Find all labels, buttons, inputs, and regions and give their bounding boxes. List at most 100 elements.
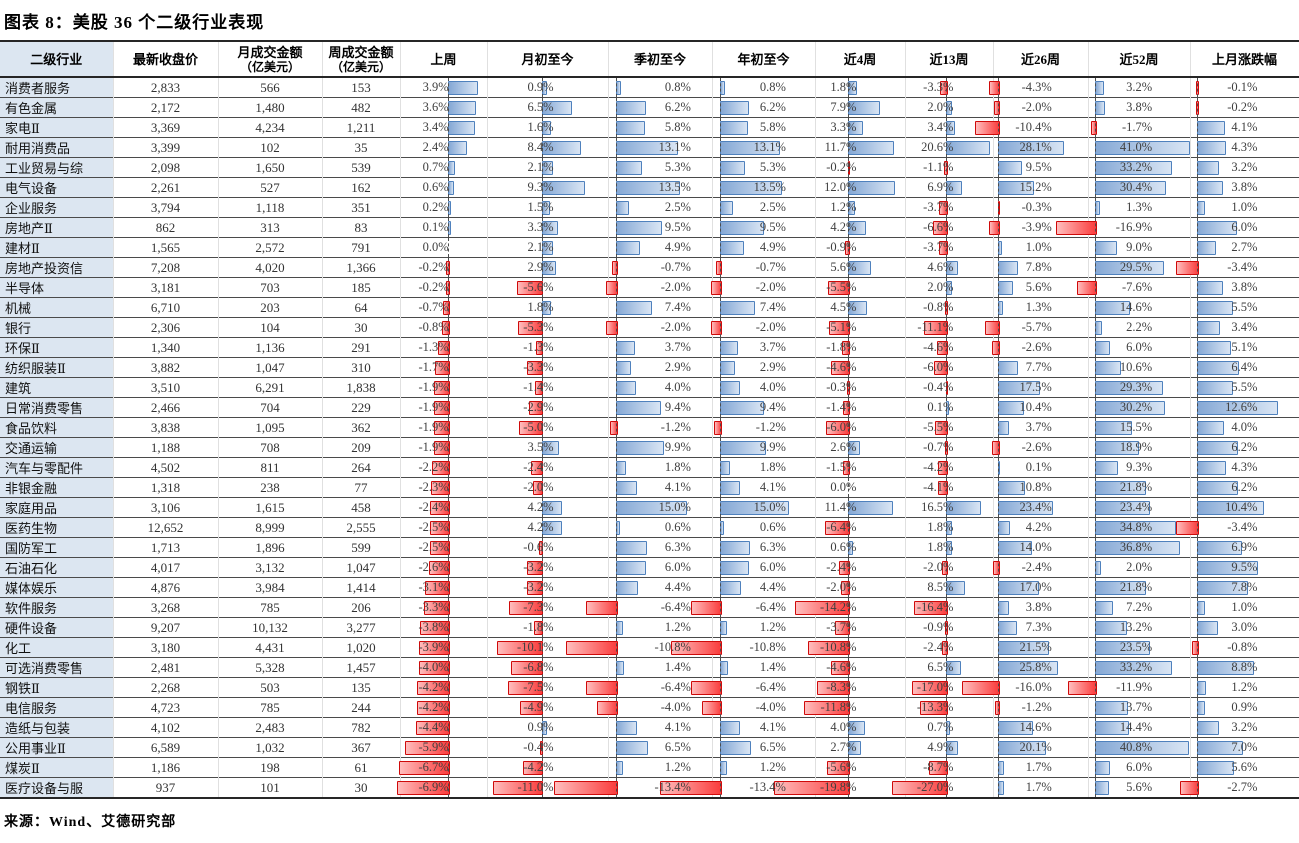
pct-value: -0.1%	[1227, 80, 1258, 94]
pct-cell-w4: -5.6%	[815, 757, 906, 778]
positive-data-bar	[998, 361, 1018, 375]
industry-cell: 汽车与零配件	[0, 457, 114, 478]
axis-line	[848, 658, 850, 677]
close-cell: 3,106	[113, 497, 219, 518]
close-cell: 6,589	[113, 737, 219, 758]
pct-value: -0.7%	[418, 300, 449, 314]
industry-cell: 硬件设备	[0, 617, 114, 638]
positive-data-bar	[1196, 301, 1234, 315]
pct-value: 8.5%	[927, 580, 954, 594]
axis-line	[447, 338, 449, 357]
axis-line	[1196, 658, 1198, 677]
table-row: 机械 6,710 203 64 -0.7% 1.8% 7.4% 7.4% 4.5% -0.8% 1.…	[0, 297, 1299, 318]
month-vol-cell: 101	[218, 777, 323, 798]
pct-cell-w52: 2.2%	[1088, 317, 1191, 338]
axis-line	[848, 318, 850, 337]
pct-value: 4.0%	[1231, 420, 1258, 434]
pct-cell-w26: 1.0%	[993, 237, 1089, 258]
axis-line	[719, 498, 721, 517]
pct-cell-last_week: -0.7%	[400, 297, 488, 318]
axis-line	[1196, 178, 1198, 197]
positive-data-bar	[1196, 461, 1226, 475]
axis-line	[1196, 338, 1198, 357]
axis-line	[615, 738, 617, 757]
axis-line	[998, 318, 1000, 337]
positive-data-bar	[615, 381, 637, 395]
week-vol-cell: 1,414	[322, 577, 401, 598]
axis-line	[1196, 378, 1198, 397]
industry-cell: 医疗设备与服	[0, 777, 114, 798]
axis-line	[541, 438, 543, 457]
pct-value: 9.5%	[1025, 160, 1052, 174]
axis-line	[946, 698, 948, 717]
axis-line	[1094, 298, 1096, 317]
pct-cell-mtd: 3.5%	[487, 437, 609, 458]
pct-value: 13.2%	[1119, 620, 1153, 634]
pct-cell-w13: 20.6%	[905, 137, 994, 158]
close-cell: 3,268	[113, 597, 219, 618]
axis-line	[447, 258, 449, 277]
axis-line	[541, 698, 543, 717]
axis-line	[541, 158, 543, 177]
axis-line	[946, 658, 948, 677]
table-row: 医疗设备与服 937 101 30 -6.9% -11.0% -13.4% -13.4% -19…	[0, 777, 1299, 798]
pct-value: 4.3%	[1231, 460, 1258, 474]
table-row: 房地产投资信 7,208 4,020 1,366 -0.2% 2.9% -0.7% -0.7%…	[0, 257, 1299, 278]
positive-data-bar	[1196, 601, 1206, 615]
axis-line	[998, 598, 1000, 617]
month-vol-cell: 566	[218, 76, 323, 98]
industry-cell: 日常消费零售	[0, 397, 114, 418]
axis-line	[719, 378, 721, 397]
axis-line	[1094, 518, 1096, 537]
pct-cell-w4: -11.8%	[804, 697, 906, 718]
col-header-close: 最新收盘价	[113, 41, 219, 78]
negative-data-bar	[606, 321, 618, 335]
axis-line	[998, 298, 1000, 317]
pct-cell-w13: 2.0%	[905, 277, 994, 298]
axis-line	[615, 658, 617, 677]
industry-cell: 医药生物	[0, 517, 114, 538]
axis-line	[946, 518, 948, 537]
negative-data-bar	[937, 341, 949, 355]
pct-value: 8.8%	[1231, 660, 1258, 674]
pct-cell-w52: -7.6%	[1077, 277, 1191, 298]
pct-value: -1.4%	[523, 380, 554, 394]
pct-cell-w52: 30.4%	[1088, 177, 1191, 198]
pct-value: -27.0%	[916, 780, 954, 794]
pct-value: -0.3%	[1021, 200, 1052, 214]
pct-cell-w52: 10.6%	[1088, 357, 1191, 378]
axis-line	[848, 258, 850, 277]
pct-cell-mtd: -7.3%	[487, 597, 609, 618]
month-vol-cell: 3,984	[218, 577, 323, 598]
axis-line	[615, 598, 617, 617]
pct-cell-qtd: 4.0%	[608, 377, 713, 398]
axis-line	[447, 118, 449, 137]
pct-cell-ytd: 6.2%	[712, 97, 816, 118]
pct-cell-last_week: -2.6%	[400, 557, 488, 578]
pct-value: 1.2%	[664, 620, 691, 634]
pct-cell-last_week: -6.7%	[398, 757, 488, 778]
axis-line	[998, 398, 1000, 417]
axis-line	[848, 238, 850, 257]
pct-cell-mtd: 1.8%	[487, 297, 609, 318]
axis-line	[615, 758, 617, 777]
negative-data-bar	[517, 321, 544, 335]
pct-value: -3.7%	[923, 240, 954, 254]
pct-cell-ytd: -6.4%	[690, 677, 816, 698]
axis-line	[719, 558, 721, 577]
axis-line	[719, 218, 721, 237]
pct-value: -0.7%	[923, 440, 954, 454]
industry-cell: 交通运输	[0, 437, 114, 458]
pct-cell-w13: 2.0%	[905, 97, 994, 118]
pct-value: -5.6%	[523, 280, 554, 294]
pct-value: -6.4%	[660, 600, 691, 614]
positive-data-bar	[1196, 701, 1205, 715]
pct-value: -2.4%	[826, 560, 857, 574]
pct-cell-w26: 14.6%	[993, 717, 1089, 738]
axis-line	[998, 518, 1000, 537]
pct-cell-qtd: -4.0%	[597, 697, 713, 718]
pct-cell-w26: 7.7%	[993, 357, 1089, 378]
pct-value: -4.2%	[923, 460, 954, 474]
pct-cell-last_week: 3.6%	[400, 97, 488, 118]
month-vol-cell: 1,480	[218, 97, 323, 118]
